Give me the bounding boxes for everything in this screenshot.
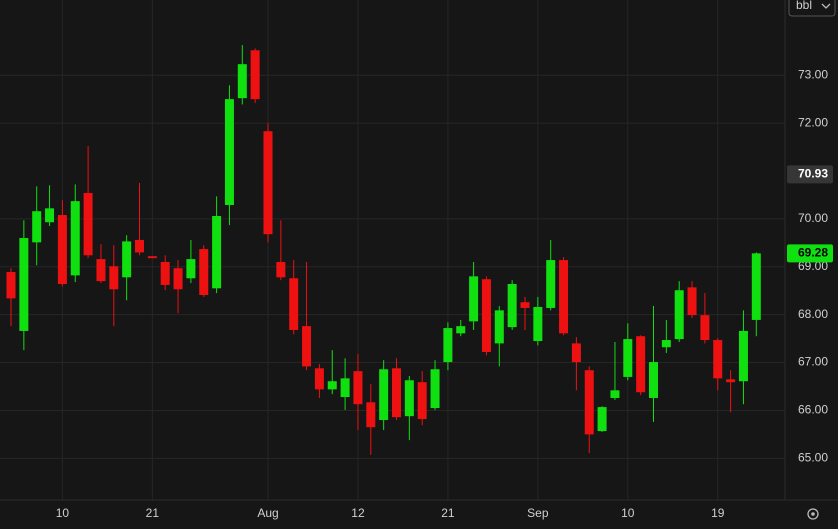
dropdown-arrow bbox=[821, 3, 831, 9]
candle-body bbox=[147, 256, 157, 259]
price-label-box bbox=[787, 244, 833, 263]
candle-body bbox=[661, 340, 671, 348]
candle-body bbox=[109, 266, 119, 290]
candle-body bbox=[417, 382, 427, 420]
candle-body bbox=[135, 239, 144, 253]
candle-body bbox=[713, 340, 723, 379]
candle-body bbox=[404, 380, 414, 417]
candle-body bbox=[186, 259, 196, 279]
x-tick-label: 10 bbox=[621, 506, 635, 520]
candle-body bbox=[199, 249, 209, 296]
candle-body bbox=[173, 268, 183, 290]
y-tick-label: 73.00 bbox=[798, 67, 828, 81]
candle-body bbox=[237, 64, 247, 99]
unit-selector[interactable]: bbl bbox=[788, 0, 836, 17]
candle-body bbox=[751, 253, 761, 320]
candle-body bbox=[340, 378, 350, 398]
y-tick-label: 69.00 bbox=[798, 259, 828, 273]
x-tick-label: 21 bbox=[441, 506, 455, 520]
candle-body bbox=[314, 368, 324, 390]
y-tick-label: 67.00 bbox=[798, 355, 828, 369]
axis-labels: 65.00 66.00 67.00 68.00 69.00 70.00 72.00 73.00… bbox=[56, 67, 833, 520]
candle-body bbox=[700, 315, 710, 341]
candle-body bbox=[494, 310, 504, 344]
candle-body bbox=[481, 279, 491, 353]
candle-body bbox=[520, 302, 530, 308]
candle-body bbox=[32, 211, 42, 243]
x-tick-label: 10 bbox=[56, 506, 70, 520]
candle-body bbox=[276, 261, 286, 278]
candle-body bbox=[366, 402, 376, 428]
candle-body bbox=[507, 284, 517, 328]
candle-body bbox=[392, 368, 401, 418]
candle-body bbox=[443, 328, 453, 363]
price-label-box bbox=[787, 165, 833, 184]
x-tick-label: Aug bbox=[257, 506, 278, 520]
candle-body bbox=[83, 193, 93, 256]
candle-body bbox=[469, 276, 479, 322]
candle-body bbox=[546, 260, 556, 308]
candle-body bbox=[610, 390, 620, 398]
settings-icon-center bbox=[811, 512, 815, 516]
x-tick-label: Sep bbox=[527, 506, 549, 520]
candle-body bbox=[379, 369, 389, 421]
settings-icon[interactable] bbox=[807, 508, 819, 520]
unit-label: bbl bbox=[796, 0, 812, 12]
candle-body bbox=[327, 381, 337, 390]
candle-body bbox=[687, 287, 697, 316]
candle-body bbox=[96, 259, 106, 282]
candle-body bbox=[649, 362, 658, 398]
candle-body bbox=[122, 241, 132, 278]
candles bbox=[6, 45, 761, 455]
price-label: 69.28 bbox=[798, 246, 828, 260]
candle-body bbox=[212, 215, 222, 289]
candle-body bbox=[623, 339, 633, 377]
candle-body bbox=[597, 407, 607, 432]
candle-body bbox=[70, 201, 80, 276]
candle-body bbox=[353, 371, 363, 405]
settings-button[interactable] bbox=[807, 508, 819, 520]
candle-body bbox=[584, 370, 594, 435]
candle-body bbox=[250, 50, 260, 100]
candle-body bbox=[224, 99, 234, 205]
candle-body bbox=[571, 343, 581, 363]
candle-body bbox=[726, 379, 736, 383]
unit-box[interactable] bbox=[788, 0, 836, 17]
y-tick-label: 65.00 bbox=[798, 451, 828, 465]
y-tick-label: 68.00 bbox=[798, 307, 828, 321]
candle-body bbox=[636, 336, 646, 393]
candle-body bbox=[559, 260, 569, 334]
x-tick-label: 12 bbox=[351, 506, 365, 520]
y-tick-label: 66.00 bbox=[798, 403, 828, 417]
price-label: 70.93 bbox=[798, 167, 828, 181]
candle-body bbox=[45, 208, 55, 223]
candle-body bbox=[302, 326, 312, 367]
candle-body bbox=[19, 238, 29, 331]
x-tick-label: 21 bbox=[146, 506, 160, 520]
candle-body bbox=[533, 306, 543, 341]
candle-body bbox=[57, 215, 67, 285]
y-tick-label: 70.00 bbox=[798, 211, 828, 225]
candle-body bbox=[6, 272, 16, 299]
candle-body bbox=[738, 330, 748, 382]
candle-body bbox=[263, 131, 273, 235]
y-tick-label: 72.00 bbox=[798, 115, 828, 129]
candle-body bbox=[289, 278, 299, 330]
x-tick-label: 19 bbox=[711, 506, 725, 520]
candle-body bbox=[430, 369, 440, 409]
candle-body bbox=[160, 261, 170, 285]
candle-body bbox=[456, 326, 466, 334]
candle-body bbox=[674, 290, 684, 340]
